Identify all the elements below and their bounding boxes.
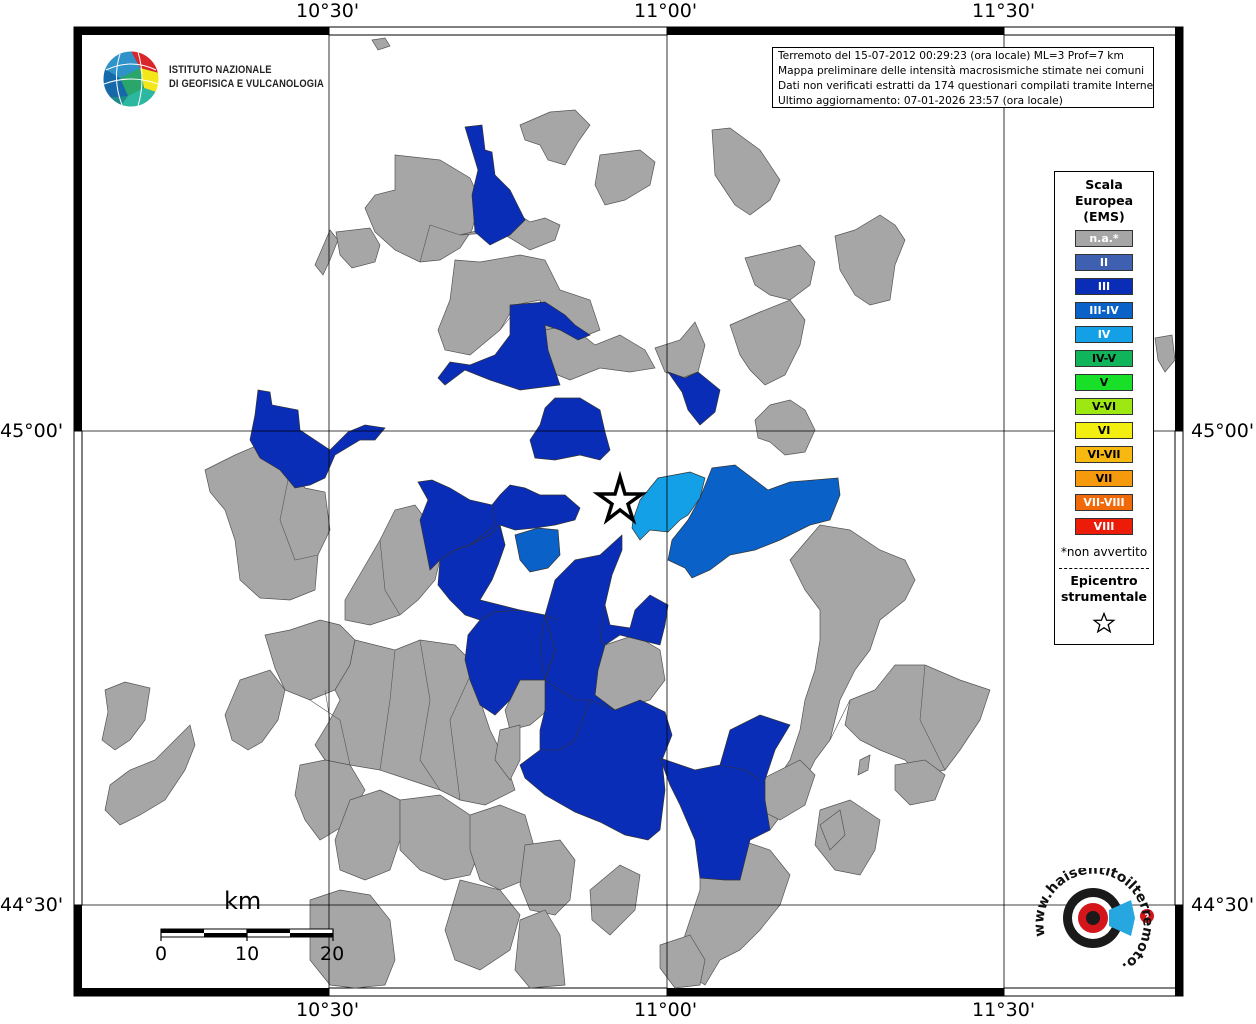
legend-item-vvi: V-VI: [1075, 398, 1133, 415]
municipalities-intensity-iii-iv: [514, 464, 841, 579]
municipalities-not-available: [101, 37, 1176, 989]
legend-item-vivii: VI-VII: [1075, 446, 1133, 463]
municipalities-intensity-iii: [249, 124, 791, 881]
tick-bottom-3: 11°30': [972, 999, 1036, 1021]
scale-label-0: 0: [155, 943, 168, 965]
ingv-name-line2: DI GEOFISICA E VULCANOLOGIA: [169, 78, 324, 90]
legend-divider: [1059, 568, 1149, 569]
tick-top-1: 10°30': [296, 0, 360, 22]
legend-item-v: V: [1075, 374, 1133, 391]
tick-bottom-1: 10°30': [296, 999, 360, 1021]
tick-top-2: 11°00': [634, 0, 698, 22]
legend-item-ivv: IV-V: [1075, 350, 1133, 367]
legend-epicenter-title: Epicentro strumentale: [1060, 573, 1148, 604]
ingv-globe-logo: [102, 50, 160, 108]
legend-item-vi: VI: [1075, 422, 1133, 439]
ems-legend: Scala Europea (EMS) n.a.* II III III-IV IV IV…: [1054, 171, 1154, 645]
legend-note: *non avvertito: [1060, 545, 1148, 559]
epicenter-star-icon: [592, 470, 648, 525]
scale-label-20: 20: [320, 943, 345, 965]
signal-icon: [1109, 900, 1135, 936]
haisentito-badge: ? www.haisentitoilterremoto.it: [1025, 868, 1156, 975]
ingv-name-line1: ISTITUTO NAZIONALE: [169, 64, 272, 76]
legend-star-icon: [1092, 612, 1116, 634]
event-info-line3: Dati non verificati estratti da 174 ques…: [778, 80, 1153, 92]
scale-bar: [160, 928, 334, 941]
legend-item-vii: VII: [1075, 470, 1133, 487]
scale-unit: km: [224, 887, 262, 915]
graticule: [82, 35, 1175, 988]
legend-item-iv: IV: [1075, 326, 1133, 343]
tick-right-1: 45°00': [1191, 420, 1255, 442]
tick-left-2: 44°30': [0, 894, 64, 916]
event-info-line1: Terremoto del 15-07-2012 00:29:23 (ora l…: [778, 50, 1124, 62]
scale-label-10: 10: [235, 943, 260, 965]
event-info-line4: Ultimo aggiornamento: 07-01-2026 23:57 (…: [778, 95, 1063, 107]
legend-item-viiviii: VII-VIII: [1075, 494, 1133, 511]
legend-item-iii: III: [1075, 278, 1133, 295]
event-info-box: Terremoto del 15-07-2012 00:29:23 (ora l…: [772, 47, 1154, 108]
tick-right-2: 44°30': [1191, 894, 1255, 916]
event-info-line2: Mappa preliminare delle intensità macros…: [778, 65, 1145, 77]
tick-top-3: 11°30': [972, 0, 1036, 22]
legend-item-ii: II: [1075, 254, 1133, 271]
legend-title: Scala Europea (EMS): [1074, 177, 1134, 224]
tick-bottom-2: 11°00': [634, 999, 698, 1021]
svg-text:?: ?: [1144, 913, 1149, 923]
tick-left-1: 45°00': [0, 420, 64, 442]
blue-borders: [469, 504, 761, 781]
legend-item-na: n.a.*: [1075, 230, 1133, 247]
legend-item-iiiiv: III-IV: [1075, 302, 1133, 319]
legend-item-viii: VIII: [1075, 518, 1133, 535]
municipalities-intensity-iv: [631, 471, 706, 541]
ingv-name: ISTITUTO NAZIONALE DI GEOFISICA E VULCAN…: [169, 63, 324, 91]
